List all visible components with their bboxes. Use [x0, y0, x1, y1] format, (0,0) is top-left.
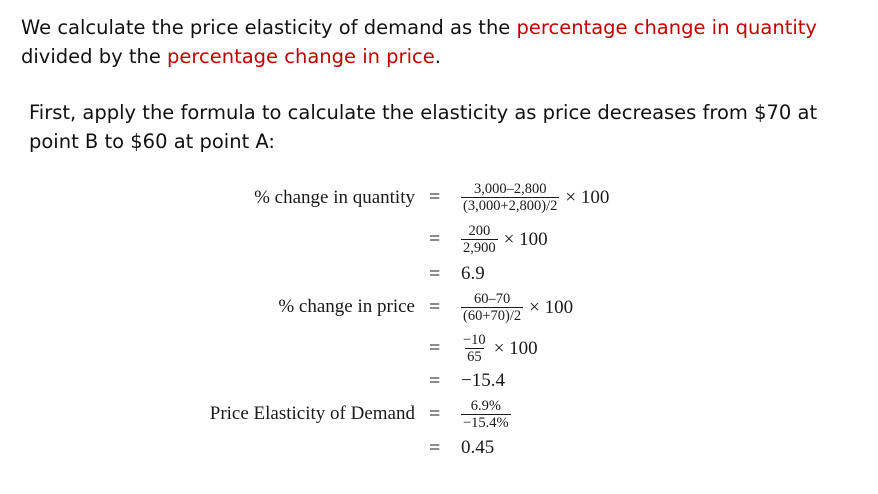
- price-formula-simplified: −10 65 × 100: [461, 332, 538, 365]
- quantity-change-label: % change in quantity: [254, 187, 415, 208]
- equals-sign: =: [429, 403, 441, 425]
- intro-text-2: divided by the: [21, 45, 168, 68]
- quantity-fraction-simplified: 200 2,900: [461, 223, 498, 256]
- ped-formula: 6.9% −15.4%: [461, 398, 517, 431]
- fraction-numerator: −10: [463, 332, 486, 348]
- intro-paragraph: We calculate the price elasticity of dem…: [21, 13, 871, 71]
- times-100: × 100: [493, 337, 538, 359]
- highlight-quantity-change: percentage change in quantity: [516, 16, 817, 39]
- highlight-price-change: percentage change in price: [167, 45, 435, 68]
- price-change-label: % change in price: [278, 296, 415, 317]
- price-fraction: 60–70 (60+70)/2: [461, 291, 524, 324]
- times-100: × 100: [565, 186, 610, 208]
- fraction-numerator: 3,000–2,800: [473, 181, 547, 197]
- fraction-denominator: (60+70)/2: [461, 307, 524, 324]
- times-100: × 100: [503, 228, 548, 250]
- ped-fraction: 6.9% −15.4%: [461, 398, 511, 431]
- fraction-denominator: 2,900: [461, 239, 498, 256]
- fraction-denominator: −15.4%: [461, 414, 511, 431]
- fraction-numerator: 6.9%: [470, 398, 501, 414]
- equals-sign: =: [429, 296, 441, 318]
- intro-text-1: We calculate the price elasticity of dem…: [21, 16, 517, 39]
- equals-sign: =: [429, 228, 441, 250]
- ped-label: Price Elasticity of Demand: [209, 403, 415, 424]
- ped-result: 0.45: [461, 437, 495, 458]
- times-100: × 100: [529, 296, 574, 318]
- fraction-numerator: 60–70: [473, 291, 511, 307]
- fraction-denominator: (3,000+2,800)/2: [461, 197, 560, 214]
- quantity-formula: 3,000–2,800 (3,000+2,800)/2 × 100: [461, 181, 609, 214]
- equals-sign: =: [429, 263, 441, 285]
- equals-sign: =: [429, 370, 441, 392]
- fraction-denominator: 65: [465, 348, 484, 365]
- price-result: −15.4: [461, 370, 505, 391]
- intro-text-3: .: [434, 45, 441, 68]
- equals-sign: =: [429, 186, 441, 208]
- fraction-numerator: 200: [468, 223, 491, 239]
- price-formula: 60–70 (60+70)/2 × 100: [461, 291, 573, 324]
- quantity-result: 6.9: [461, 263, 485, 284]
- price-fraction-simplified: −10 65: [461, 332, 488, 365]
- step1-paragraph: First, apply the formula to calculate th…: [29, 101, 818, 153]
- quantity-formula-simplified: 200 2,900 × 100: [461, 223, 548, 256]
- equals-sign: =: [429, 437, 441, 459]
- equals-sign: =: [429, 337, 441, 359]
- quantity-fraction: 3,000–2,800 (3,000+2,800)/2: [461, 181, 560, 214]
